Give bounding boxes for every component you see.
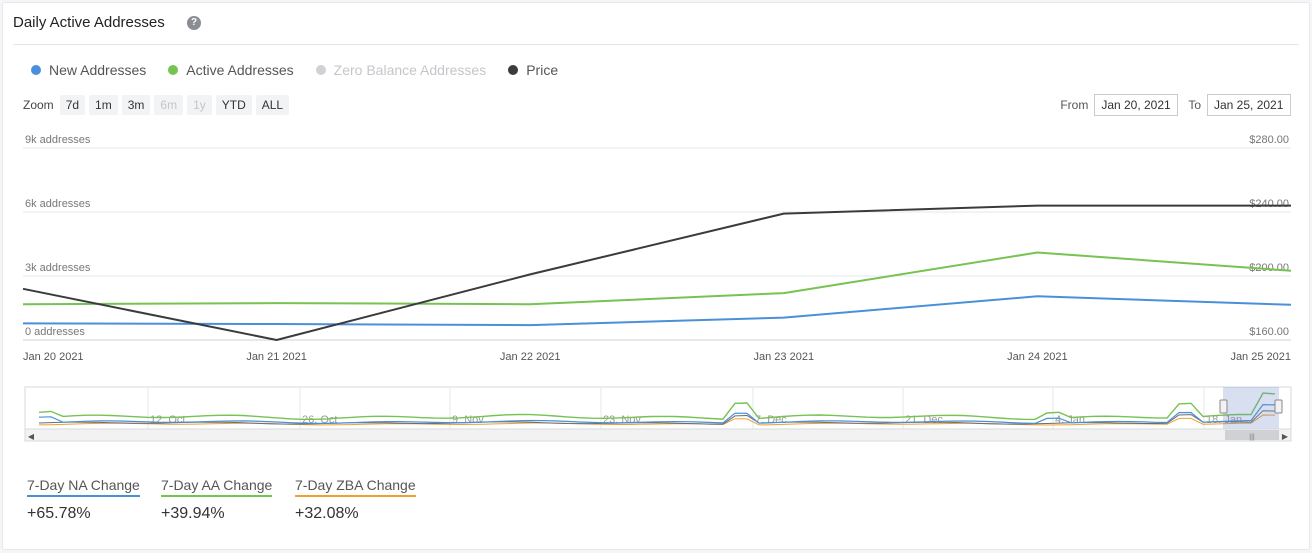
range-to-input[interactable] bbox=[1207, 94, 1291, 116]
stat-value: +39.94% bbox=[161, 505, 225, 522]
stat-label[interactable]: 7-Day ZBA Change bbox=[295, 477, 416, 497]
navigator-line-aa bbox=[38, 392, 1276, 421]
legend-dot-icon bbox=[315, 65, 326, 75]
legend-item-new-addresses[interactable]: New Addresses bbox=[31, 62, 146, 78]
stat-label[interactable]: 7-Day AA Change bbox=[161, 477, 273, 497]
navigator-handle bbox=[1219, 399, 1228, 414]
stat-value: +32.08% bbox=[295, 505, 359, 522]
date-range: From To bbox=[1060, 94, 1291, 116]
navigator-handle bbox=[1274, 399, 1283, 414]
navigator-line-price bbox=[38, 410, 1276, 425]
range-to-label: To bbox=[1188, 98, 1201, 112]
series-line-new-addresses bbox=[22, 295, 1292, 327]
title-divider bbox=[13, 44, 1299, 45]
y-right-tick-label: $280.00 bbox=[1249, 134, 1289, 146]
zoom-6m-button[interactable]: 6m bbox=[154, 95, 184, 115]
legend-label: Active Addresses bbox=[186, 62, 294, 78]
legend-label: New Addresses bbox=[49, 62, 147, 78]
series-line-active-addresses bbox=[22, 251, 1292, 306]
navigator-scroll-thumb bbox=[1225, 430, 1279, 440]
legend-label: Zero Balance Addresses bbox=[333, 62, 487, 78]
x-tick-label: Jan 22 2021 bbox=[500, 351, 561, 363]
legend-item-active-addresses[interactable]: Active Addresses bbox=[168, 62, 294, 78]
x-tick-label: Jan 20 2021 bbox=[23, 351, 84, 363]
zoom-ytd-button[interactable]: YTD bbox=[215, 95, 252, 115]
x-tick-label: Jan 25 2021 bbox=[1230, 351, 1291, 363]
y-left-tick-label: 3k addresses bbox=[25, 262, 91, 274]
zoom-1y-button[interactable]: 1y bbox=[187, 95, 212, 115]
legend-item-zero-balance-addresses[interactable]: Zero Balance Addresses bbox=[315, 62, 487, 78]
zoom-all-button[interactable]: ALL bbox=[255, 95, 290, 115]
zoom-label: Zoom bbox=[23, 98, 54, 112]
y-right-tick-label: $240.00 bbox=[1249, 198, 1289, 210]
scroll-right-icon: ▶ bbox=[1282, 432, 1289, 441]
chart-title: Daily Active Addresses bbox=[13, 14, 165, 31]
stat-zba-change: 7-Day ZBA Change +32.08% bbox=[295, 477, 416, 523]
navigator-line-na bbox=[38, 403, 1276, 425]
stat-aa-change: 7-Day AA Change +39.94% bbox=[161, 477, 281, 523]
scroll-grip-icon: ||| bbox=[1249, 434, 1255, 441]
y-left-tick-label: 9k addresses bbox=[25, 134, 91, 146]
x-tick-label: Jan 24 2021 bbox=[1007, 351, 1068, 363]
stat-label[interactable]: 7-Day NA Change bbox=[27, 477, 140, 497]
chart-legend: New Addresses Active Addresses Zero Bala… bbox=[31, 62, 558, 78]
legend-dot-icon bbox=[508, 65, 519, 75]
question-circle-icon[interactable]: ? bbox=[187, 16, 201, 30]
y-left-tick-label: 6k addresses bbox=[25, 198, 91, 210]
stats-row: 7-Day NA Change +65.78% 7-Day AA Change … bbox=[27, 477, 416, 523]
series-line-price bbox=[22, 204, 1291, 341]
zoom-3m-button[interactable]: 3m bbox=[121, 95, 151, 115]
range-from-input[interactable] bbox=[1094, 94, 1179, 116]
y-right-tick-label: $200.00 bbox=[1249, 262, 1289, 274]
stat-value: +65.78% bbox=[27, 505, 91, 522]
x-tick-label: Jan 21 2021 bbox=[246, 351, 307, 363]
x-tick-label: Jan 23 2021 bbox=[754, 351, 815, 363]
zoom-7d-button[interactable]: 7d bbox=[59, 95, 86, 115]
stat-na-change: 7-Day NA Change +65.78% bbox=[27, 477, 147, 523]
legend-item-price[interactable]: Price bbox=[508, 62, 558, 78]
scroll-left-icon: ◀ bbox=[28, 432, 35, 441]
legend-label: Price bbox=[526, 62, 559, 78]
legend-dot-icon bbox=[168, 65, 179, 75]
y-left-tick-label: 0 addresses bbox=[25, 326, 85, 338]
zoom-controls: Zoom 7d 1m 3m 6m 1y YTD ALL bbox=[23, 95, 293, 115]
legend-dot-icon bbox=[31, 65, 41, 75]
navigator-selection bbox=[1223, 387, 1279, 429]
range-from-label: From bbox=[1060, 98, 1089, 112]
y-right-tick-label: $160.00 bbox=[1249, 326, 1289, 338]
main-chart: 0 addresses $160.00 3k addresses $200.00 6k … bbox=[22, 134, 1292, 442]
zoom-1m-button[interactable]: 1m bbox=[89, 95, 118, 115]
navigator-scrollbar bbox=[24, 428, 1292, 442]
